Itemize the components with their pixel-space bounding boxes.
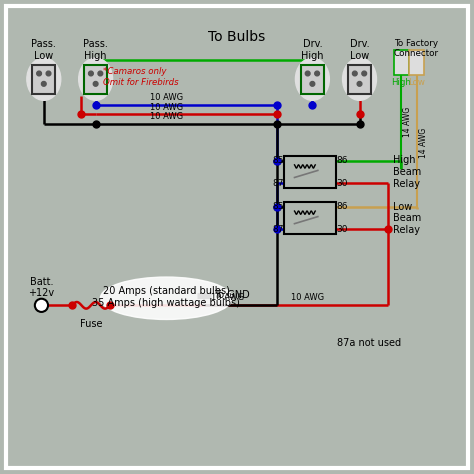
Circle shape (46, 71, 51, 76)
Text: To Bulbs: To Bulbs (209, 30, 265, 44)
FancyBboxPatch shape (283, 202, 337, 234)
Circle shape (41, 82, 46, 86)
FancyBboxPatch shape (301, 65, 324, 93)
Text: 30: 30 (336, 179, 347, 188)
Text: 86: 86 (336, 156, 347, 165)
Text: Pass.
Low: Pass. Low (31, 39, 56, 61)
Text: Fuse: Fuse (80, 319, 102, 328)
Text: 10 AWG: 10 AWG (150, 93, 183, 102)
Text: 14 AWG: 14 AWG (419, 128, 428, 158)
Circle shape (36, 71, 41, 76)
Circle shape (315, 71, 319, 76)
Text: To GND: To GND (214, 291, 250, 301)
Text: 10 AWG: 10 AWG (211, 293, 244, 302)
Text: High: High (392, 78, 411, 87)
Circle shape (362, 71, 366, 76)
Circle shape (89, 71, 93, 76)
FancyBboxPatch shape (32, 65, 55, 93)
Ellipse shape (100, 277, 232, 319)
Circle shape (93, 82, 98, 86)
Circle shape (357, 82, 362, 86)
Ellipse shape (79, 58, 113, 100)
Text: *Camaros only
Omit for Firebirds: *Camaros only Omit for Firebirds (103, 67, 178, 87)
Text: Pass.
High: Pass. High (83, 39, 108, 61)
Text: 10 AWG: 10 AWG (150, 103, 183, 112)
Text: 87a not used: 87a not used (337, 338, 401, 348)
Text: Low: Low (409, 78, 426, 87)
Text: Low
Beam
Relay: Low Beam Relay (392, 201, 421, 235)
FancyBboxPatch shape (6, 6, 468, 468)
Text: 85: 85 (273, 202, 284, 211)
Circle shape (98, 71, 103, 76)
Ellipse shape (295, 58, 329, 100)
Text: 30: 30 (336, 225, 347, 234)
Text: Batt.
+12v: Batt. +12v (28, 277, 55, 298)
Ellipse shape (343, 58, 376, 100)
Circle shape (35, 299, 48, 312)
Text: 85: 85 (273, 156, 284, 165)
Text: 87: 87 (273, 179, 284, 188)
Text: To Factory
Connector: To Factory Connector (393, 39, 438, 58)
Circle shape (353, 71, 357, 76)
Text: 20 Amps (standard bulbs)
35 Amps (high wattage bulbs): 20 Amps (standard bulbs) 35 Amps (high w… (92, 286, 240, 308)
Circle shape (310, 82, 315, 86)
FancyBboxPatch shape (283, 156, 337, 188)
FancyBboxPatch shape (84, 65, 107, 93)
Text: High
Beam
Relay: High Beam Relay (392, 155, 421, 189)
FancyBboxPatch shape (394, 50, 409, 75)
Text: Drv.
High: Drv. High (301, 39, 324, 61)
Text: 86: 86 (336, 202, 347, 211)
Text: 10 AWG: 10 AWG (150, 112, 183, 121)
Text: 10 AWG: 10 AWG (291, 293, 324, 302)
FancyBboxPatch shape (348, 65, 371, 93)
Ellipse shape (27, 58, 61, 100)
Text: Drv.
Low: Drv. Low (350, 39, 369, 61)
Circle shape (305, 71, 310, 76)
FancyBboxPatch shape (410, 50, 424, 75)
Text: 14 AWG: 14 AWG (403, 107, 412, 137)
Text: 87: 87 (273, 225, 284, 234)
